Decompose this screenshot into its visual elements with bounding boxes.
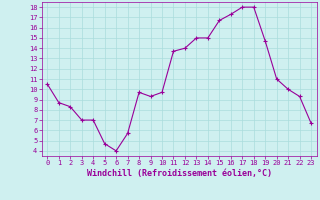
X-axis label: Windchill (Refroidissement éolien,°C): Windchill (Refroidissement éolien,°C) [87,169,272,178]
